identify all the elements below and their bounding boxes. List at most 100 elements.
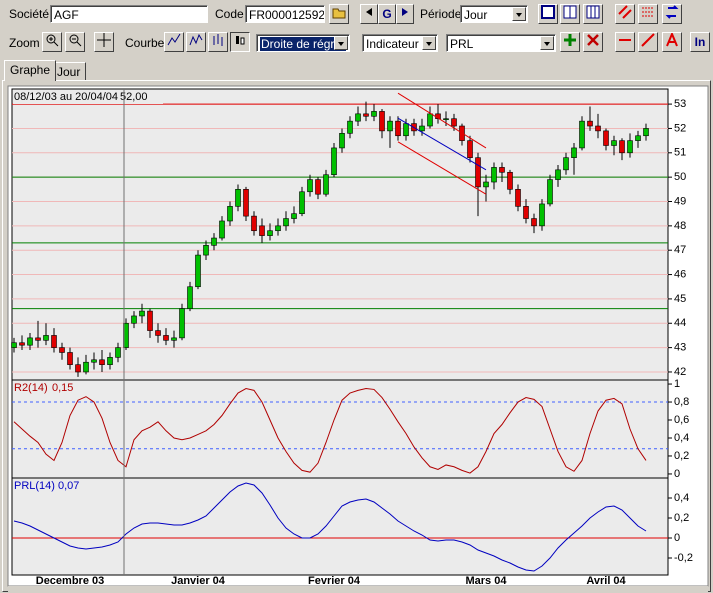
candle-body	[427, 113, 433, 127]
in-button[interactable]: In	[690, 32, 710, 52]
candle-body	[219, 220, 225, 239]
candle-body	[571, 147, 577, 158]
candle-body	[291, 213, 297, 219]
candle-body	[171, 337, 177, 341]
indicator-select[interactable]: Indicateur 2	[362, 34, 438, 52]
candle-body	[107, 357, 113, 365]
open-button[interactable]	[329, 4, 349, 24]
label: Code	[215, 7, 244, 21]
candle-body	[371, 111, 377, 117]
icon	[564, 34, 576, 46]
candle-button[interactable]	[230, 32, 250, 52]
candle-body	[539, 203, 545, 227]
y-tick-label: 52	[674, 122, 686, 134]
icon	[618, 5, 632, 19]
tab[interactable]: Graphe	[4, 60, 57, 81]
candle-body	[611, 140, 617, 146]
curve-button[interactable]	[186, 32, 206, 52]
last-value: 0,15	[52, 382, 73, 394]
trend-button[interactable]	[638, 32, 658, 52]
regression-line	[397, 92, 487, 149]
prev-button[interactable]	[360, 4, 378, 24]
candle-body	[179, 308, 185, 339]
y-tick-label: 43	[674, 342, 686, 354]
candle-body	[315, 179, 321, 195]
x-tick-label: Decembre 03	[36, 575, 105, 587]
candle-body	[531, 218, 537, 227]
zoom-out[interactable]	[65, 32, 85, 52]
y-tick-label: 53	[674, 98, 686, 110]
candle-body	[91, 359, 97, 363]
chart-header: 08/12/03 au 20/04/04	[14, 91, 118, 103]
indicator-line	[13, 482, 647, 572]
candle-body	[27, 337, 33, 346]
view-button[interactable]	[583, 4, 603, 24]
candle-body	[99, 359, 105, 365]
icon	[642, 7, 654, 17]
candle-body	[355, 113, 361, 122]
candle-body	[331, 147, 337, 176]
y-tick-label: 45	[674, 293, 686, 305]
candle-body	[499, 167, 505, 173]
code-input[interactable]: FR0000125924	[245, 5, 325, 23]
tool-button[interactable]	[662, 4, 682, 24]
crosshair-button[interactable]	[94, 32, 114, 52]
regression-line	[397, 117, 487, 171]
plot-area	[11, 88, 669, 381]
candle-body	[203, 245, 209, 256]
candle-body	[483, 181, 489, 188]
courbe-select[interactable]: Droite de régr +	[256, 34, 350, 52]
remove-button[interactable]	[583, 32, 603, 52]
series-name: R2(14)	[14, 382, 48, 394]
y-tick-label: 1	[674, 378, 680, 390]
curve-button[interactable]	[164, 32, 184, 52]
candle-body	[467, 140, 473, 158]
icon	[541, 5, 555, 19]
societe-input[interactable]: AGF	[50, 5, 208, 23]
candle-body	[379, 111, 385, 132]
curve-button[interactable]	[208, 32, 228, 52]
y-tick-label: 0,6	[674, 414, 689, 426]
candle-body	[243, 189, 249, 217]
scrollbar	[8, 586, 708, 592]
candle-body	[451, 118, 457, 127]
view-button[interactable]	[538, 4, 558, 24]
tool-button[interactable]	[638, 4, 658, 24]
icon	[213, 34, 223, 46]
indicator-value-select[interactable]: PRL	[446, 34, 556, 52]
x-tick-label: Fevrier 04	[308, 575, 361, 587]
candle-body	[75, 364, 81, 373]
candle-body	[251, 215, 257, 232]
plot-area	[11, 477, 669, 576]
candle-body	[83, 361, 89, 373]
y-tick-label: 51	[674, 147, 686, 159]
candle-body	[187, 286, 193, 309]
zoom-in[interactable]	[42, 32, 62, 52]
candle-body	[139, 310, 145, 317]
g-button[interactable]: G	[378, 4, 396, 24]
add-button[interactable]	[560, 32, 580, 52]
y-tick-label: 0,4	[674, 432, 689, 444]
y-tick-label: 0,2	[674, 512, 689, 524]
icon	[586, 5, 600, 19]
candle-body	[507, 171, 513, 190]
periode-select[interactable]: Jour	[460, 5, 528, 23]
icon	[563, 5, 577, 19]
text-button[interactable]	[662, 31, 682, 52]
view-button[interactable]	[560, 4, 580, 24]
hline-button[interactable]	[615, 32, 635, 52]
last-value: 0,07	[58, 480, 79, 492]
header-bg	[13, 90, 163, 104]
toolbar: Société AGF Code FR0000125924 G Période …	[0, 0, 713, 58]
candle-body	[35, 337, 41, 341]
icon	[97, 33, 111, 47]
tool-button[interactable]	[615, 4, 635, 24]
icon	[236, 36, 245, 45]
y-tick-label: 44	[674, 317, 686, 329]
candle-body	[387, 120, 393, 132]
next-button[interactable]	[396, 4, 414, 24]
candle-body	[515, 189, 521, 207]
y-tick-label: 47	[674, 244, 686, 256]
y-tick-label: 48	[674, 220, 686, 232]
